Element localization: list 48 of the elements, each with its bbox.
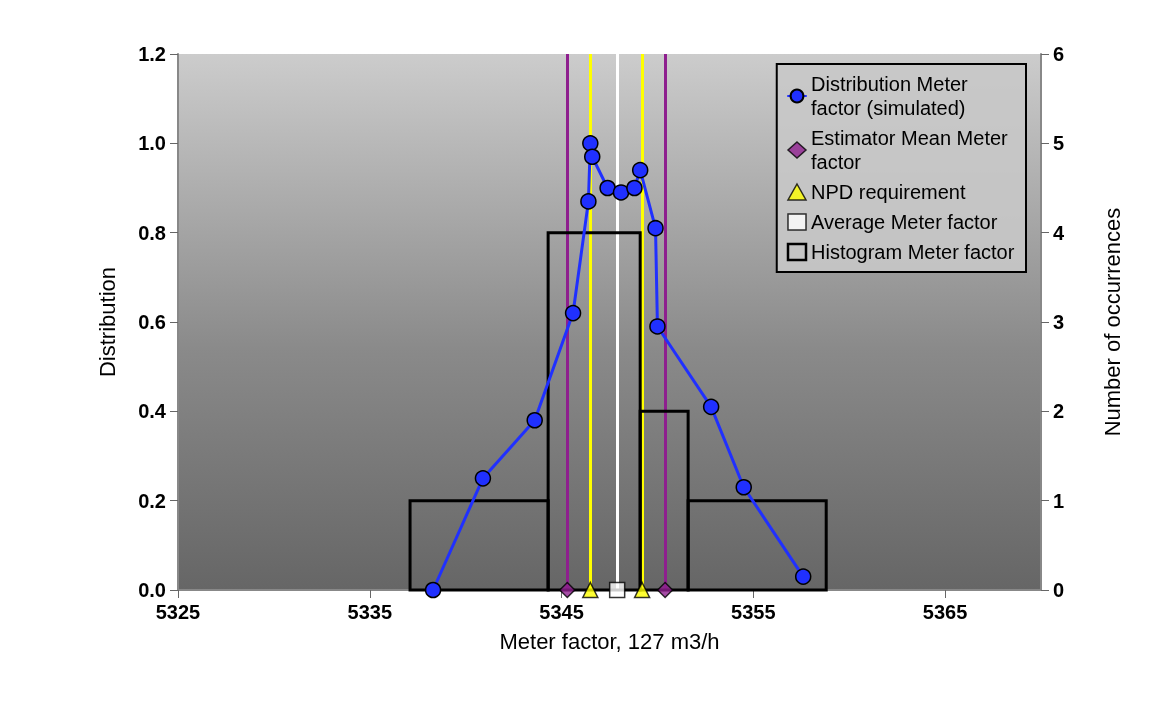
point: [702, 398, 720, 416]
point: [580, 193, 597, 210]
x-axis-title: Meter factor, 127 m3/h: [499, 628, 720, 654]
y-tick-label: 0.2: [138, 489, 166, 512]
point: [735, 479, 752, 496]
y2-tick-label: 3: [1053, 311, 1065, 333]
y2-axis-title: Number of occurrences: [1099, 207, 1125, 437]
legend-label: Distribution Meter factor (simulated): [811, 73, 974, 119]
y-tick-label: 0.8: [138, 221, 166, 244]
y2-tick-label: 4: [1053, 221, 1065, 244]
point: [649, 318, 666, 335]
y2-tick-label: 2: [1053, 400, 1065, 423]
point: [559, 581, 576, 599]
point: [647, 219, 664, 237]
point: [633, 581, 651, 599]
x-tick-label: 5365: [922, 601, 968, 623]
legend-label: NPD requirement: [811, 181, 966, 203]
point: [474, 470, 492, 487]
point: [626, 179, 643, 197]
point: [424, 581, 442, 599]
y-tick-label: 0.0: [138, 579, 166, 601]
legend-label: Average Meter factor: [811, 211, 998, 233]
point: [612, 184, 630, 201]
point: [584, 148, 601, 165]
point: [631, 161, 649, 179]
point: [656, 581, 674, 599]
x-tick-label: 5335: [347, 601, 393, 623]
y-axis-title: Distribution: [94, 266, 120, 378]
x-tick-label: 5325: [155, 601, 201, 623]
legend-label: Histogram Meter factor: [811, 241, 1015, 263]
point: [608, 581, 626, 599]
y2-tick-label: 5: [1053, 132, 1065, 155]
y2-tick-label: 6: [1053, 43, 1065, 65]
point: [564, 304, 582, 322]
point: [794, 568, 812, 585]
y2-tick-label: 1: [1053, 489, 1065, 512]
point: [582, 135, 599, 152]
x-tick-label: 5345: [539, 601, 584, 623]
x-tick-label: 5355: [731, 601, 776, 623]
y-tick-label: 0.6: [138, 311, 166, 333]
y-tick-label: 1.0: [138, 132, 166, 155]
y2-tick-label: 0: [1053, 579, 1065, 601]
legend-label: Estimator Mean Meter factor: [811, 127, 1014, 173]
point: [599, 179, 616, 197]
point: [582, 581, 599, 599]
y-tick-label: 0.4: [138, 400, 167, 423]
point: [526, 412, 543, 429]
y-tick-label: 1.2: [138, 43, 166, 65]
